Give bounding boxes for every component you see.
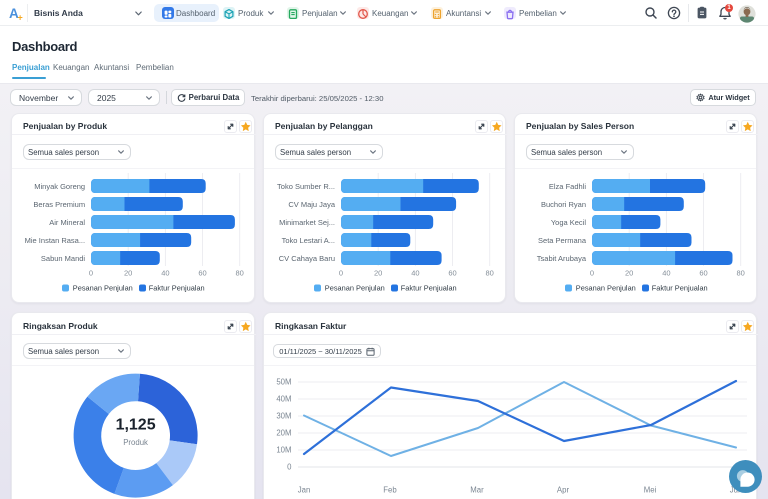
svg-text:80: 80 [486, 268, 494, 277]
svg-text:Seta Permana: Seta Permana [538, 236, 587, 245]
svg-text:Mie Instan Rasa...: Mie Instan Rasa... [25, 236, 85, 245]
svg-text:CV Cahaya Baru: CV Cahaya Baru [279, 254, 335, 263]
svg-text:Jan: Jan [298, 486, 311, 495]
svg-text:Feb: Feb [383, 486, 397, 495]
svg-text:60: 60 [198, 268, 206, 277]
svg-text:CV Maju Jaya: CV Maju Jaya [288, 200, 336, 209]
svg-text:Minyak Goreng: Minyak Goreng [34, 182, 85, 191]
svg-text:Minimarket Sej...: Minimarket Sej... [279, 218, 335, 227]
svg-text:Produk: Produk [123, 438, 148, 447]
svg-text:Sabun Mandi: Sabun Mandi [41, 254, 86, 263]
svg-text:80: 80 [236, 268, 244, 277]
svg-text:Faktur Penjualan: Faktur Penjualan [652, 284, 708, 293]
svg-text:Faktur Penjualan: Faktur Penjualan [401, 284, 457, 293]
svg-text:Pesanan Penjulan: Pesanan Penjulan [73, 284, 133, 293]
svg-text:0: 0 [590, 268, 594, 277]
svg-text:Apr: Apr [557, 486, 570, 495]
svg-text:Buchori Ryan: Buchori Ryan [541, 200, 586, 209]
svg-text:Mar: Mar [470, 486, 484, 495]
svg-text:Elza Fadhli: Elza Fadhli [549, 182, 586, 191]
svg-text:1,125: 1,125 [116, 417, 156, 434]
svg-text:20: 20 [625, 268, 633, 277]
svg-text:Yoga Kecil: Yoga Kecil [551, 218, 587, 227]
svg-text:+: + [18, 13, 23, 22]
svg-text:Air Mineral: Air Mineral [49, 218, 85, 227]
svg-text:Pesanan Penjulan: Pesanan Penjulan [325, 284, 385, 293]
svg-text:80: 80 [737, 268, 745, 277]
svg-text:Jun: Jun [730, 486, 743, 495]
svg-text:0: 0 [89, 268, 93, 277]
svg-text:0: 0 [339, 268, 343, 277]
svg-text:40: 40 [411, 268, 419, 277]
svg-text:10M: 10M [276, 446, 291, 455]
svg-text:Pesanan Penjulan: Pesanan Penjulan [576, 284, 636, 293]
svg-text:Beras Premium: Beras Premium [33, 200, 85, 209]
svg-text:0: 0 [287, 463, 292, 472]
svg-text:Tsabit Arubaya: Tsabit Arubaya [537, 254, 587, 263]
svg-text:A: A [9, 6, 19, 21]
svg-text:30M: 30M [276, 412, 291, 421]
svg-text:60: 60 [699, 268, 707, 277]
svg-text:50M: 50M [276, 378, 291, 387]
svg-text:20: 20 [374, 268, 382, 277]
svg-text:Faktur Penjualan: Faktur Penjualan [149, 284, 205, 293]
svg-text:20M: 20M [276, 429, 291, 438]
svg-text:20: 20 [124, 268, 132, 277]
svg-text:Toko Sumber R...: Toko Sumber R... [277, 182, 335, 191]
svg-text:40: 40 [662, 268, 670, 277]
svg-text:40: 40 [161, 268, 169, 277]
svg-text:40M: 40M [276, 395, 291, 404]
svg-text:Toko Lestari A...: Toko Lestari A... [282, 236, 335, 245]
svg-text:60: 60 [448, 268, 456, 277]
svg-text:Mei: Mei [644, 486, 657, 495]
